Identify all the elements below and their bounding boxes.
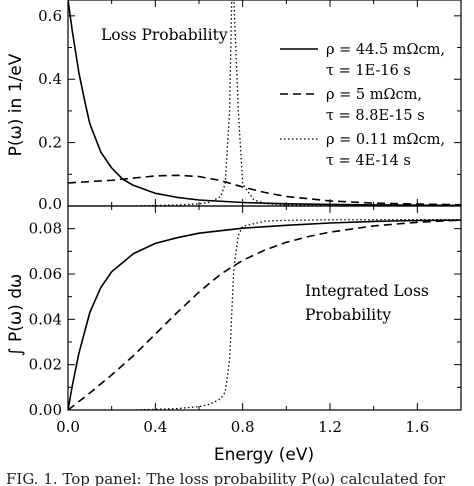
legend-label-dashed-line1: ρ = 5 mΩcm, xyxy=(326,87,422,103)
legend-label-solid-line2: τ = 1E-16 s xyxy=(326,63,411,79)
x-tick-label: 1.2 xyxy=(318,418,342,436)
top-series-line-dashed xyxy=(68,174,461,206)
legend-label-solid-line1: ρ = 44.5 mΩcm, xyxy=(326,42,445,58)
top-y-tick-label: 0.2 xyxy=(38,134,62,152)
bottom-plot-frame xyxy=(67,205,462,411)
figure-caption: FIG. 1. Top panel: The loss probability … xyxy=(6,470,446,486)
top-y-tick-label: 0.4 xyxy=(38,70,62,88)
top-series-group xyxy=(68,0,461,206)
bot-series-line-dashed xyxy=(68,219,461,410)
top-series-line-solid xyxy=(68,0,461,206)
x-tick-label: 0.8 xyxy=(231,418,255,436)
bot-series-line-solid xyxy=(68,219,461,410)
bot-y-tick-label: 0.06 xyxy=(29,265,62,283)
legend-label-dotted-line1: ρ = 0.11 mΩcm, xyxy=(326,132,445,148)
bottom-y-axis-title: ∫ P(ω) dω xyxy=(6,274,26,356)
bottom-annotation-line2: Probability xyxy=(305,306,391,324)
bottom-series-group xyxy=(68,218,461,410)
bot-y-tick-label: 0.02 xyxy=(29,356,62,374)
bot-series-line-dotted xyxy=(68,218,461,410)
x-tick-label: 0.0 xyxy=(56,418,80,436)
x-tick-label: 0.4 xyxy=(143,418,167,436)
top-y-tick-label: 0.0 xyxy=(38,195,62,213)
bottom-x-ticks: 0.0 0.4 0.8 1.2 1.6 xyxy=(56,206,462,436)
bottom-y-ticks: 0.00 0.02 0.04 0.06 0.08 xyxy=(29,205,461,419)
x-tick-label: 1.6 xyxy=(405,418,429,436)
x-axis-title: Energy (eV) xyxy=(214,445,314,465)
legend-label-dashed-line2: τ = 8.8E-15 s xyxy=(326,108,425,124)
bot-y-tick-label: 0.08 xyxy=(29,220,62,238)
bottom-panel: 0.0 0.4 0.8 1.2 1.6 0.00 0.02 0.04 0.06 0.08 Int… xyxy=(6,205,462,465)
bottom-annotation-line1: Integrated Loss xyxy=(305,282,429,300)
legend: ρ = 44.5 mΩcm, τ = 1E-16 s ρ = 5 mΩcm, τ… xyxy=(280,42,445,169)
top-y-axis-title: P(ω) in 1/eV xyxy=(6,53,26,156)
top-panel: 0.0 0.2 0.4 0.6 Loss Probability P(ω) in 1/… xyxy=(6,0,462,213)
top-y-tick-label: 0.6 xyxy=(38,7,62,25)
legend-label-dotted-line2: τ = 4E-14 s xyxy=(326,153,411,169)
top-annotation: Loss Probability xyxy=(101,26,228,44)
bot-y-tick-label: 0.04 xyxy=(29,310,62,328)
bot-y-tick-label: 0.00 xyxy=(29,401,62,419)
